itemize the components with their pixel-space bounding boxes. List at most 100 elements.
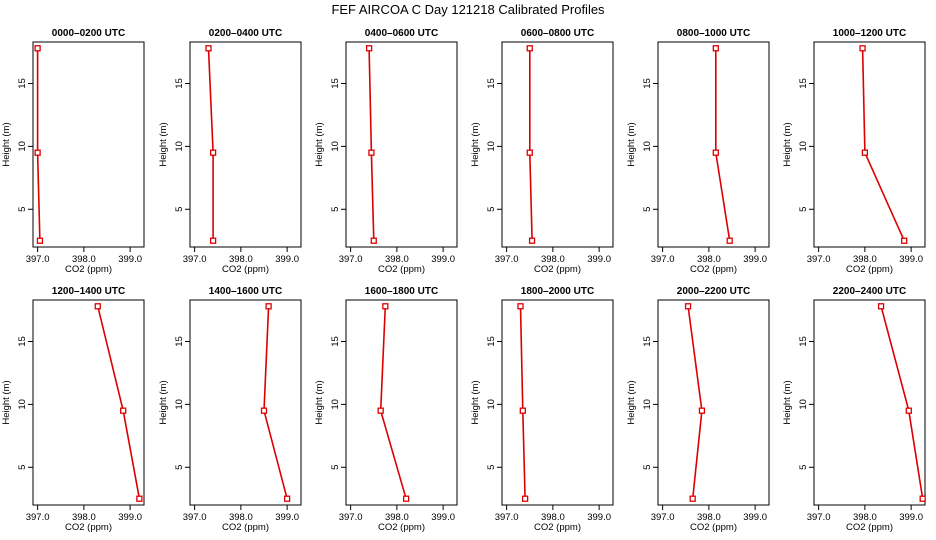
x-tick-label: 398.0: [697, 254, 721, 265]
x-tick-label: 399.0: [275, 254, 299, 265]
y-axis-label: Height (m): [158, 380, 169, 424]
x-tick-label: 399.0: [275, 512, 299, 523]
data-point: [283, 495, 291, 502]
y-tick-label: 5: [642, 207, 653, 212]
data-point: [209, 149, 217, 156]
data-point: [726, 237, 733, 244]
x-tick-label: 399.0: [899, 254, 923, 265]
data-point: [877, 303, 885, 310]
y-tick-label: 15: [642, 78, 653, 89]
data-point: [517, 303, 524, 310]
data-point: [402, 495, 410, 502]
data-point: [34, 45, 41, 52]
x-tick-label: 397.0: [651, 512, 675, 523]
y-axis-label: Height (m): [470, 380, 481, 424]
data-point: [265, 303, 272, 310]
data-point: [136, 495, 143, 502]
plot-frame: [501, 299, 614, 506]
panel-4: 0800–1000 UTC 397.0 398.0 399.0 5 10 15 CO2 (pp…: [626, 28, 770, 275]
plot-frame: [657, 41, 770, 248]
y-tick-label: 5: [642, 465, 653, 470]
y-tick-label: 10: [17, 141, 28, 152]
panel-2: 0400–0600 UTC 397.0 398.0 399.0 5 10 15 CO2 (pp…: [314, 28, 458, 275]
panel-6: 1200–1400 UTC 397.0 398.0 399.0 5 10 15 CO2 (pp…: [1, 286, 145, 533]
y-tick-label: 10: [486, 141, 497, 152]
x-axis-label: CO2 (ppm): [690, 522, 737, 533]
x-tick-label: 398.0: [697, 512, 721, 523]
x-tick-label: 397.0: [183, 254, 207, 265]
data-point: [205, 45, 212, 52]
x-tick-label: 398.0: [853, 254, 877, 265]
y-tick-label: 10: [798, 141, 809, 152]
panel-9: 1800–2000 UTC 397.0 398.0 399.0 5 10 15 CO2 (pp…: [470, 286, 614, 533]
x-axis-label: CO2 (ppm): [690, 264, 737, 275]
y-tick-label: 15: [17, 78, 28, 89]
panel-1: 0200–0400 UTC 397.0 398.0 399.0 5 10 15 CO2 (pp…: [158, 28, 302, 275]
data-point: [689, 495, 696, 502]
profile-line: [97, 306, 141, 499]
x-tick-label: 397.0: [26, 254, 50, 265]
panel-title: 0200–0400 UTC: [209, 28, 282, 39]
y-tick-label: 5: [17, 465, 28, 470]
x-tick-label: 397.0: [807, 254, 831, 265]
y-axis-label: Height (m): [1, 122, 12, 166]
profile-line: [36, 48, 41, 241]
data-point: [712, 149, 719, 156]
x-axis-label: CO2 (ppm): [846, 522, 893, 533]
profile-line: [714, 48, 731, 241]
y-tick-label: 15: [798, 78, 809, 89]
plot-frame: [657, 299, 770, 506]
x-tick-label: 398.0: [385, 254, 409, 265]
panel-title: 2200–2400 UTC: [833, 286, 906, 297]
data-point: [526, 149, 533, 156]
x-axis-label: CO2 (ppm): [534, 264, 581, 275]
profile-line: [880, 306, 924, 499]
y-tick-label: 15: [174, 336, 185, 347]
y-axis-label: Height (m): [626, 122, 637, 166]
x-axis-label: CO2 (ppm): [378, 522, 425, 533]
y-tick-label: 10: [174, 399, 185, 410]
panel-10: 2000–2200 UTC 397.0 398.0 399.0 5 10 15 CO2 (pp…: [626, 286, 770, 533]
panel-8: 1600–1800 UTC 397.0 398.0 399.0 5 10 15 CO2 (pp…: [314, 286, 458, 533]
x-tick-label: 399.0: [743, 512, 767, 523]
x-axis-label: CO2 (ppm): [534, 522, 581, 533]
panel-title: 0600–0800 UTC: [521, 28, 594, 39]
plot-frame: [345, 41, 458, 248]
x-tick-label: 399.0: [743, 254, 767, 265]
y-tick-label: 10: [798, 399, 809, 410]
data-point: [861, 149, 869, 156]
data-point: [521, 495, 529, 502]
panel-0: 0000–0200 UTC 397.0 398.0 399.0 5 10 15 CO2 (pp…: [1, 28, 145, 275]
x-axis-label: CO2 (ppm): [222, 264, 269, 275]
data-point: [919, 495, 926, 502]
data-point: [712, 45, 719, 52]
data-point: [901, 237, 908, 244]
y-tick-label: 5: [330, 207, 341, 212]
panel-title: 1600–1800 UTC: [365, 286, 438, 297]
data-point: [94, 303, 101, 310]
panel-title: 1800–2000 UTC: [521, 286, 594, 297]
x-tick-label: 397.0: [495, 254, 519, 265]
y-axis-label: Height (m): [626, 380, 637, 424]
y-axis-label: Height (m): [1, 380, 12, 424]
x-axis-label: CO2 (ppm): [65, 522, 112, 533]
y-tick-label: 15: [486, 78, 497, 89]
x-tick-label: 397.0: [183, 512, 207, 523]
panel-title: 1400–1600 UTC: [209, 286, 282, 297]
data-point: [905, 407, 912, 414]
y-tick-label: 5: [798, 465, 809, 470]
panel-3: 0600–0800 UTC 397.0 398.0 399.0 5 10 15 CO2 (pp…: [470, 28, 614, 275]
y-tick-label: 10: [642, 141, 653, 152]
plot-frame: [813, 41, 926, 248]
y-tick-label: 10: [330, 399, 341, 410]
panel-5: 1000–1200 UTC 397.0 398.0 399.0 5 10 15 CO2 (pp…: [782, 28, 926, 275]
x-tick-label: 399.0: [431, 512, 455, 523]
x-tick-label: 397.0: [807, 512, 831, 523]
x-tick-label: 399.0: [587, 254, 611, 265]
data-point: [365, 45, 373, 52]
y-tick-label: 15: [17, 336, 28, 347]
x-tick-label: 397.0: [26, 512, 50, 523]
x-tick-label: 398.0: [229, 254, 253, 265]
data-point: [34, 149, 41, 156]
